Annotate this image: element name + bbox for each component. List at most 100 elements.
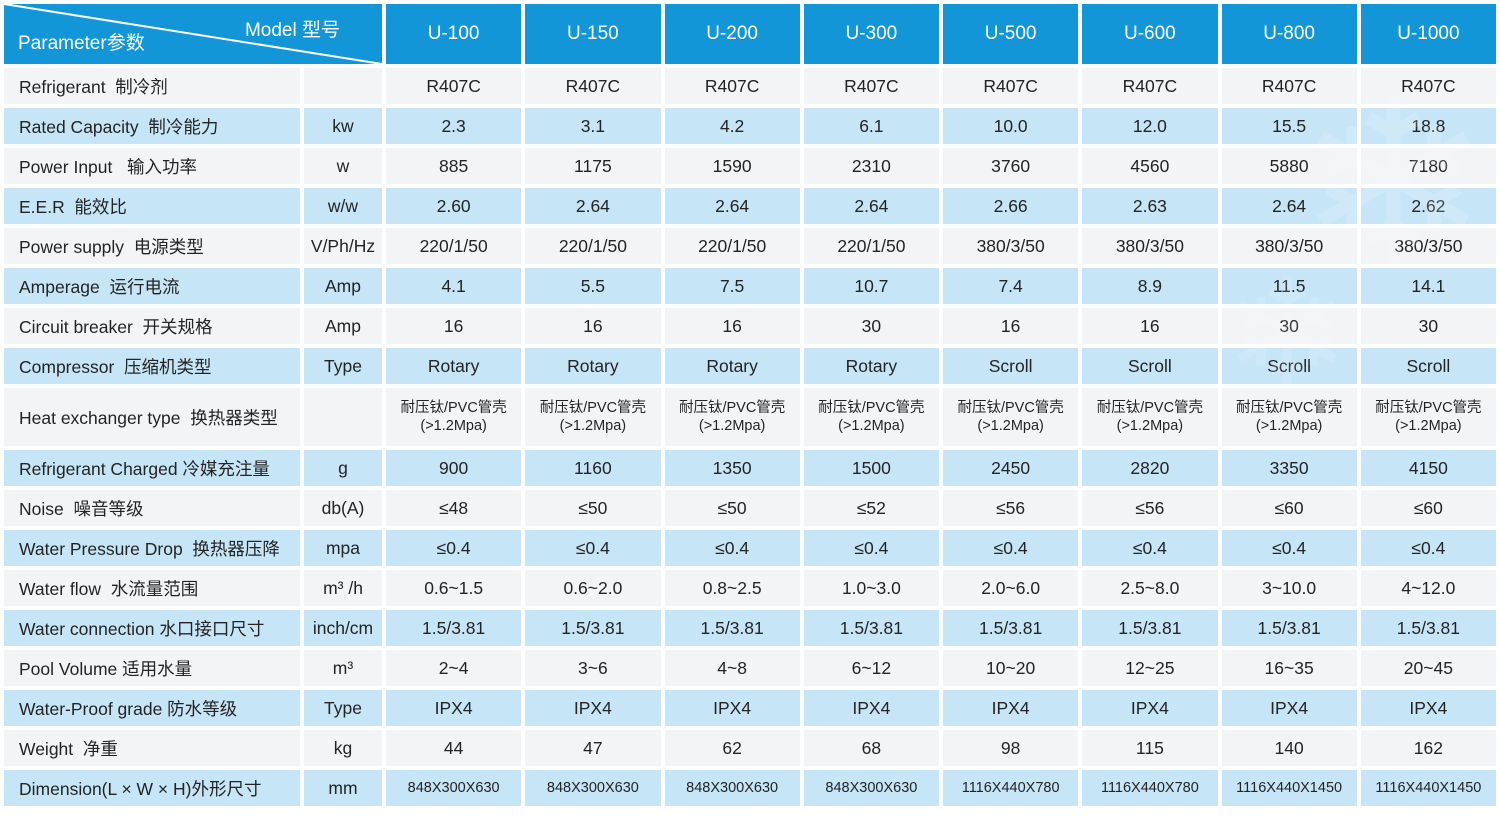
parameter-label: Dimension(L × W × H)外形尺寸	[4, 770, 300, 806]
value-cell: Scroll	[1360, 348, 1496, 384]
value-cell: 4.1	[386, 268, 522, 304]
value-cell: Rotary	[386, 348, 522, 384]
value-cell: ≤56	[943, 490, 1079, 526]
value-cell: 848X300X630	[386, 770, 522, 806]
table-row: Water-Proof grade 防水等级 Type IPX4 IPX4 IPX4 IP…	[4, 690, 1496, 726]
value-cell: 2~4	[386, 650, 522, 686]
value-cell: 2.63	[1082, 188, 1218, 224]
model-column-header: U-100	[386, 4, 522, 64]
value-cell: 98	[943, 730, 1079, 766]
value-cell: 2.64	[803, 188, 939, 224]
value-cell: 2.62	[1360, 188, 1496, 224]
value-cell: Rotary	[525, 348, 661, 384]
table-row: Refrigerant Charged 冷媒充注量 g 900 1160 1350 150…	[4, 450, 1496, 486]
value-cell: ≤50	[664, 490, 800, 526]
table-row: Circuit breaker 开关规格 Amp 16 16 16 30 16 16 30 30	[4, 308, 1496, 344]
value-cell: 220/1/50	[803, 228, 939, 264]
value-cell: 1175	[525, 148, 661, 184]
value-cell: Scroll	[943, 348, 1079, 384]
unit-cell: w/w	[304, 188, 382, 224]
value-cell: 1.5/3.81	[664, 610, 800, 646]
value-cell: 2.5~8.0	[1082, 570, 1218, 606]
value-cell: 4150	[1360, 450, 1496, 486]
value-cell: 1590	[664, 148, 800, 184]
value-cell: 1.0~3.0	[803, 570, 939, 606]
model-column-header: U-150	[525, 4, 661, 64]
value-cell: ≤0.4	[803, 530, 939, 566]
value-cell: 2.60	[386, 188, 522, 224]
table-row: Power Input 输入功率 w 885 1175 1590 2310 3760 4560…	[4, 148, 1496, 184]
value-cell: IPX4	[1221, 690, 1357, 726]
value-cell: 30	[1360, 308, 1496, 344]
parameter-label: Weight 净重	[4, 730, 300, 766]
value-cell: 2.64	[525, 188, 661, 224]
value-cell: 4.2	[664, 108, 800, 144]
table-row: Water connection 水口接口尺寸 inch/cm 1.5/3.81 1.…	[4, 610, 1496, 646]
value-cell: 0.6~1.5	[386, 570, 522, 606]
value-cell: 10.0	[943, 108, 1079, 144]
table-row: Water Pressure Drop 换热器压降 mpa ≤0.4 ≤0.4 ≤0.4…	[4, 530, 1496, 566]
value-cell: ≤48	[386, 490, 522, 526]
value-cell: 12~25	[1082, 650, 1218, 686]
unit-cell: mpa	[304, 530, 382, 566]
corner-model-label: Model 型号	[244, 20, 340, 41]
value-cell: Rotary	[664, 348, 800, 384]
value-cell: 10.7	[803, 268, 939, 304]
value-cell: 16	[943, 308, 1079, 344]
value-cell: 7180	[1360, 148, 1496, 184]
value-cell: 44	[386, 730, 522, 766]
value-cell: 2.66	[943, 188, 1079, 224]
value-cell: IPX4	[386, 690, 522, 726]
value-cell: 10~20	[943, 650, 1079, 686]
model-column-header: U-800	[1221, 4, 1357, 64]
value-cell: 1350	[664, 450, 800, 486]
unit-cell: g	[304, 450, 382, 486]
value-cell: 62	[664, 730, 800, 766]
value-cell: 1116X440X1450	[1360, 770, 1496, 806]
table-corner-header: Model 型号 Parameter参数	[4, 4, 382, 64]
value-cell: 162	[1360, 730, 1496, 766]
value-cell: 47	[525, 730, 661, 766]
unit-cell	[304, 388, 382, 446]
value-cell: 2450	[943, 450, 1079, 486]
parameter-label: Refrigerant Charged 冷媒充注量	[4, 450, 300, 486]
table-row: Water flow 水流量范围 m³ /h 0.6~1.5 0.6~2.0 0.8~2…	[4, 570, 1496, 606]
corner-parameter-label: Parameter参数	[18, 33, 145, 54]
unit-cell: Type	[304, 690, 382, 726]
value-cell: 11.5	[1221, 268, 1357, 304]
value-cell: ≤0.4	[664, 530, 800, 566]
value-cell: 4~12.0	[1360, 570, 1496, 606]
value-cell: 115	[1082, 730, 1218, 766]
value-cell: 耐压钛/PVC管壳 (>1.2Mpa)	[525, 388, 661, 446]
value-cell: 140	[1221, 730, 1357, 766]
value-cell: 380/3/50	[1221, 228, 1357, 264]
value-cell: 1500	[803, 450, 939, 486]
value-cell: 380/3/50	[1360, 228, 1496, 264]
unit-cell: w	[304, 148, 382, 184]
parameter-label: Circuit breaker 开关规格	[4, 308, 300, 344]
parameter-label: Compressor 压缩机类型	[4, 348, 300, 384]
value-cell: 14.1	[1360, 268, 1496, 304]
parameter-label: Power supply 电源类型	[4, 228, 300, 264]
parameter-label: Heat exchanger type 换热器类型	[4, 388, 300, 446]
value-cell: R407C	[943, 68, 1079, 104]
value-cell: R407C	[803, 68, 939, 104]
value-cell: 848X300X630	[664, 770, 800, 806]
value-cell: 30	[1221, 308, 1357, 344]
value-cell: ≤0.4	[525, 530, 661, 566]
value-cell: ≤52	[803, 490, 939, 526]
value-cell: 2.64	[664, 188, 800, 224]
value-cell: 1.5/3.81	[1082, 610, 1218, 646]
table-row: Pool Volume 适用水量 m³ 2~4 3~6 4~8 6~12 10~20 12~2…	[4, 650, 1496, 686]
parameter-label: E.E.R 能效比	[4, 188, 300, 224]
value-cell: IPX4	[664, 690, 800, 726]
value-cell: ≤0.4	[1360, 530, 1496, 566]
model-column-header: U-500	[943, 4, 1079, 64]
value-cell: IPX4	[1082, 690, 1218, 726]
unit-cell: Amp	[304, 308, 382, 344]
value-cell: 848X300X630	[803, 770, 939, 806]
value-cell: 1116X440X1450	[1221, 770, 1357, 806]
value-cell: 16	[386, 308, 522, 344]
value-cell: IPX4	[943, 690, 1079, 726]
